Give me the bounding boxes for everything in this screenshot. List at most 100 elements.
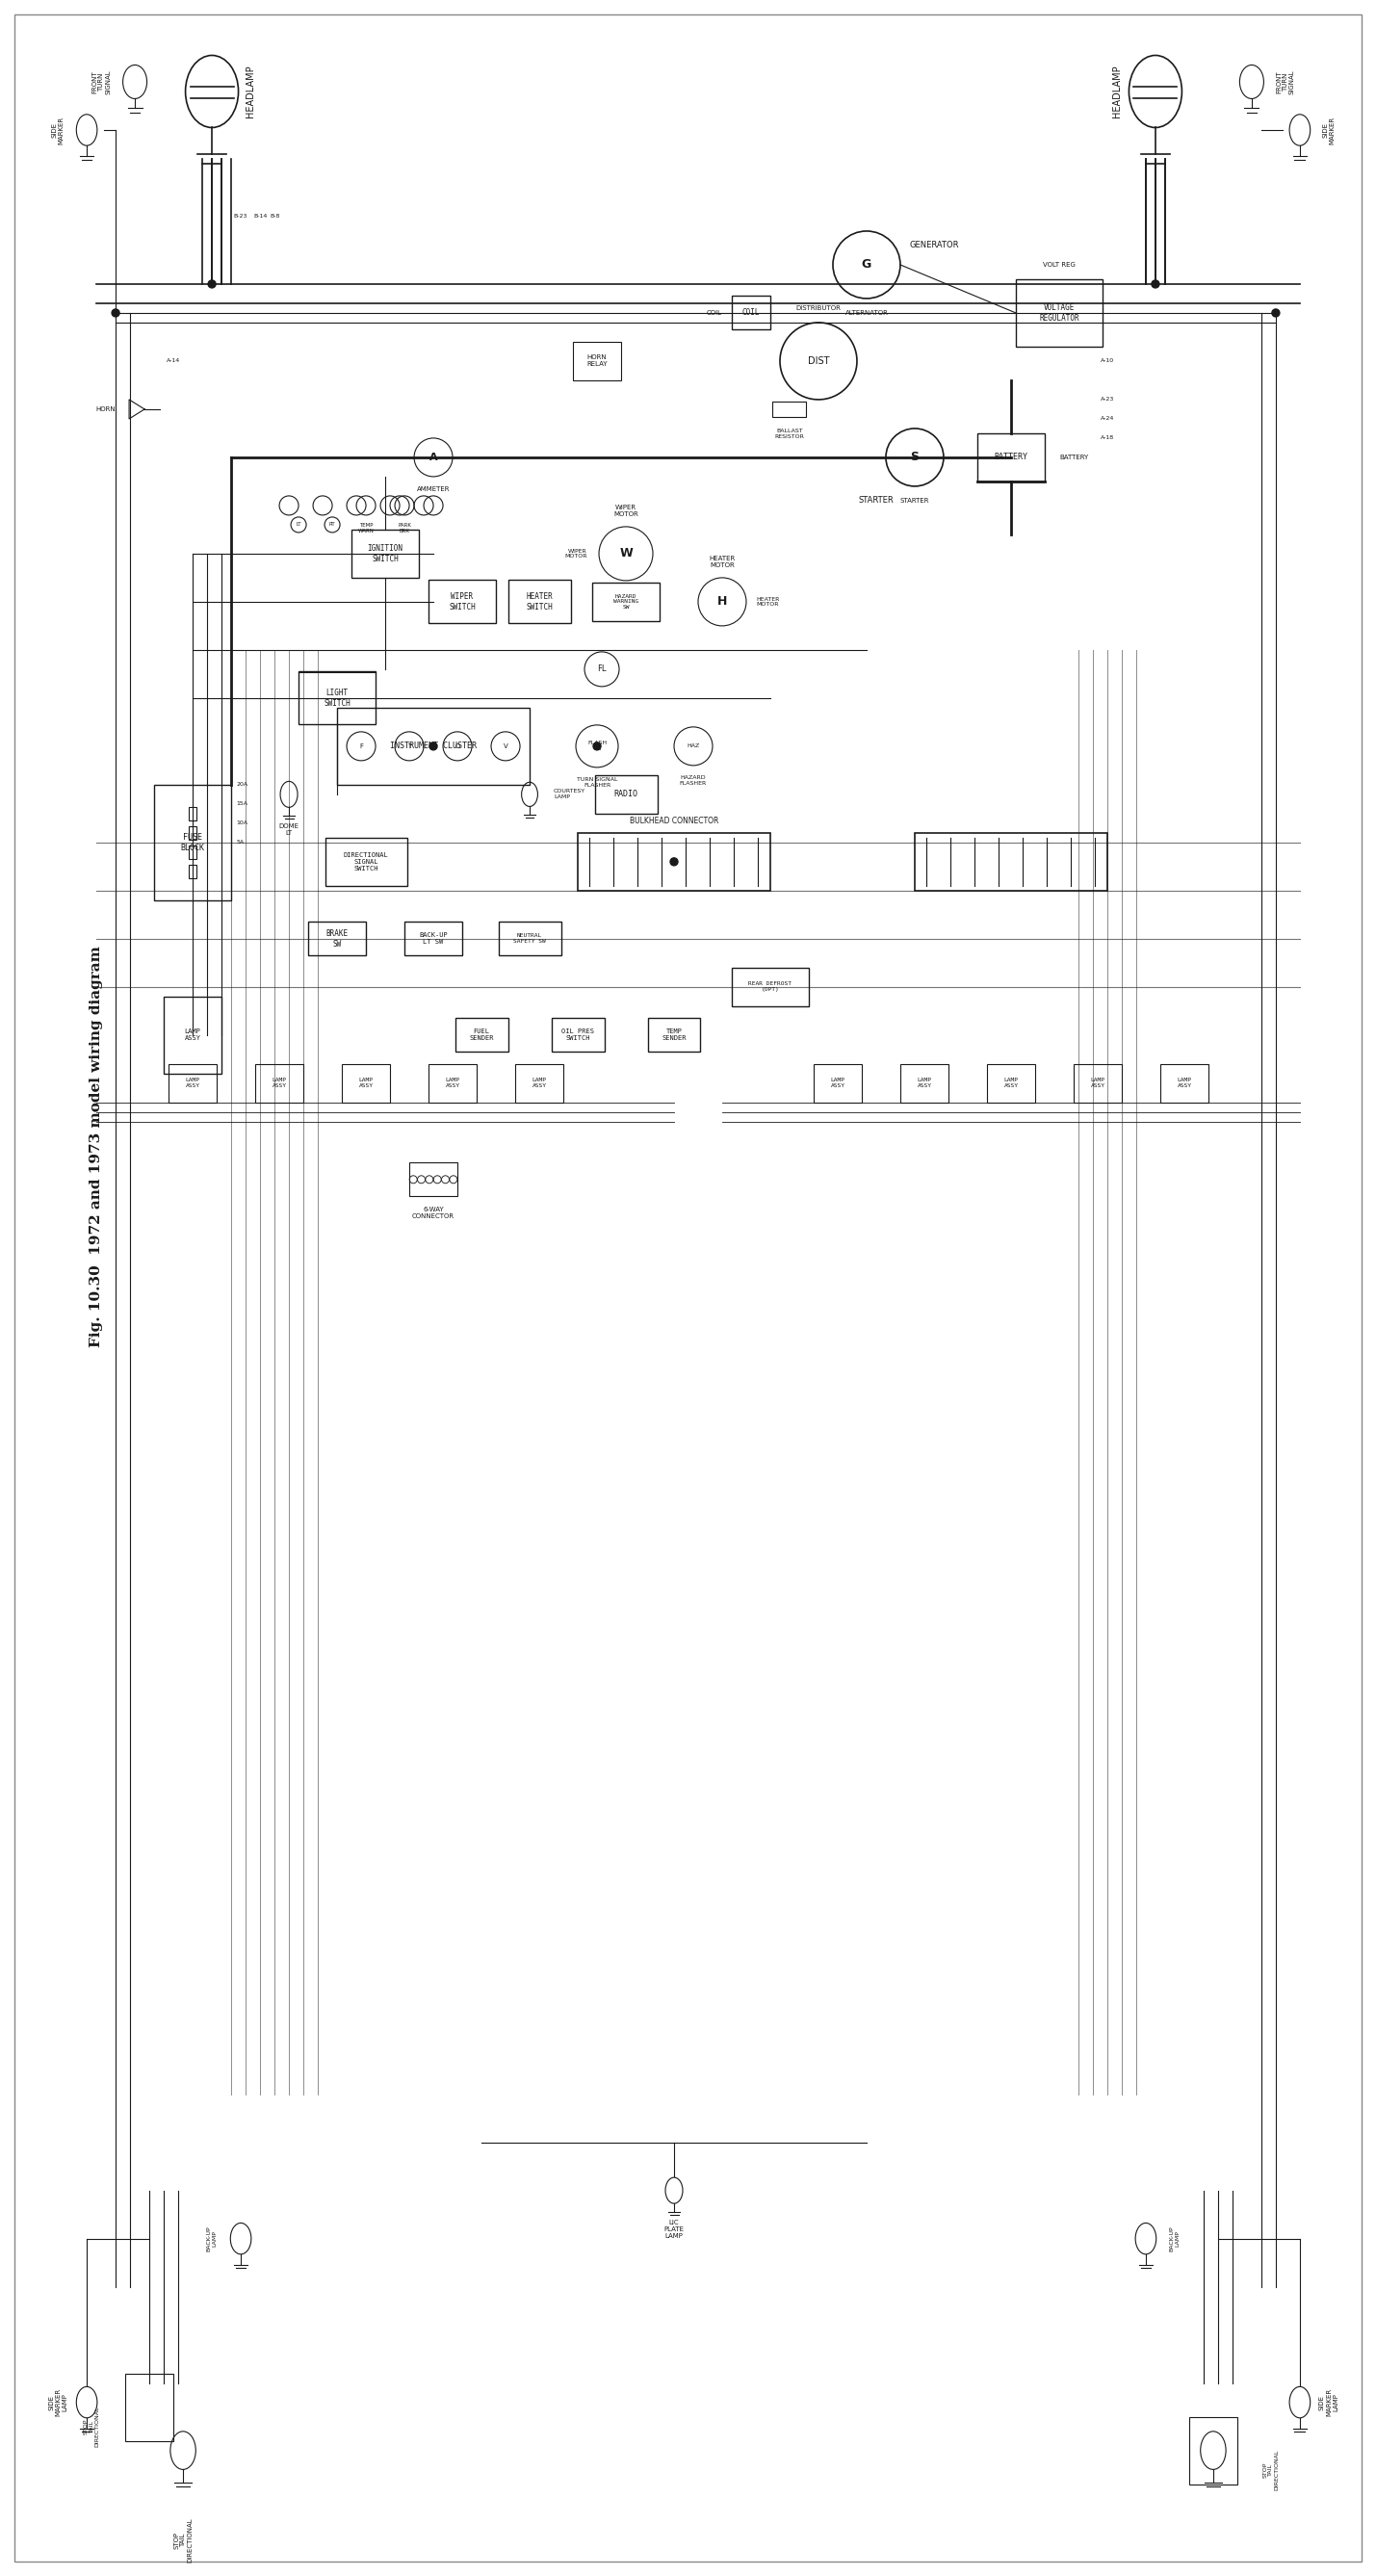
Bar: [915, 832, 1108, 891]
Bar: [977, 433, 1044, 482]
Bar: [169, 1064, 217, 1103]
Text: HEADLAMP: HEADLAMP: [1112, 64, 1121, 118]
Text: A-23: A-23: [1101, 397, 1115, 402]
Text: COIL: COIL: [707, 309, 722, 317]
Text: HAZARD
WARNING
SW: HAZARD WARNING SW: [614, 595, 638, 611]
Text: 15A: 15A: [237, 801, 248, 806]
Text: FRONT
TURN
SIGNAL: FRONT TURN SIGNAL: [92, 70, 111, 95]
Text: BALLAST
RESISTOR: BALLAST RESISTOR: [775, 428, 805, 438]
Bar: [428, 1064, 476, 1103]
Text: A-24: A-24: [1101, 417, 1115, 422]
Text: INSTRUMENT CLUSTER: INSTRUMENT CLUSTER: [389, 742, 476, 750]
Text: PARK
BRK: PARK BRK: [398, 523, 411, 533]
Text: HAZ: HAZ: [687, 744, 699, 750]
Bar: [325, 837, 407, 886]
Text: ALTERNATOR: ALTERNATOR: [845, 309, 888, 317]
Circle shape: [111, 309, 120, 317]
Text: WIPER
MOTOR: WIPER MOTOR: [614, 505, 638, 518]
Circle shape: [593, 742, 601, 750]
Text: HORN: HORN: [96, 407, 116, 412]
Text: FUEL
SENDER: FUEL SENDER: [469, 1028, 494, 1041]
Bar: [508, 580, 571, 623]
Bar: [572, 343, 621, 381]
Text: REAR DEFROST
(OPT): REAR DEFROST (OPT): [749, 981, 793, 992]
Text: B-14: B-14: [253, 214, 267, 219]
Text: FRONT
TURN
SIGNAL: FRONT TURN SIGNAL: [1276, 70, 1295, 95]
Text: RT: RT: [329, 523, 336, 528]
Text: OIL PRES
SWITCH: OIL PRES SWITCH: [561, 1028, 594, 1041]
Text: 20A: 20A: [237, 783, 248, 788]
Text: DIST: DIST: [808, 355, 830, 366]
Text: STOP
TAIL
DIRECTIONAL: STOP TAIL DIRECTIONAL: [1263, 2450, 1278, 2491]
Circle shape: [1271, 309, 1280, 317]
Bar: [455, 1018, 508, 1051]
Text: BACK-UP
LAMP: BACK-UP LAMP: [206, 2226, 217, 2251]
Text: NEUTRAL
SAFETY SW: NEUTRAL SAFETY SW: [513, 933, 546, 943]
Bar: [428, 580, 495, 623]
Bar: [594, 775, 658, 814]
Text: SIDE
MARKER
LAMP: SIDE MARKER LAMP: [1320, 2388, 1339, 2416]
Text: LAMP
ASSY: LAMP ASSY: [184, 1028, 201, 1041]
Bar: [189, 845, 197, 858]
Text: VOLTAGE
REGULATOR: VOLTAGE REGULATOR: [1039, 304, 1079, 322]
Text: WIPER
MOTOR: WIPER MOTOR: [564, 549, 588, 559]
Text: A: A: [429, 453, 438, 461]
Text: FL: FL: [597, 665, 607, 672]
Text: DOME
LT: DOME LT: [279, 824, 299, 835]
Text: O: O: [455, 744, 460, 750]
Text: LAMP
ASSY: LAMP ASSY: [1090, 1077, 1105, 1090]
Text: COURTESY
LAMP: COURTESY LAMP: [553, 788, 586, 799]
Bar: [1160, 1064, 1208, 1103]
Text: SIDE
MARKER: SIDE MARKER: [52, 116, 65, 144]
Bar: [987, 1064, 1035, 1103]
Circle shape: [429, 742, 438, 750]
Text: HEATER
MOTOR: HEATER MOTOR: [709, 556, 735, 569]
Bar: [337, 708, 530, 786]
Text: DISTRIBUTOR: DISTRIBUTOR: [795, 304, 841, 312]
Circle shape: [208, 281, 216, 289]
Text: AMMETER: AMMETER: [417, 487, 450, 492]
Text: LAMP
ASSY: LAMP ASSY: [918, 1077, 932, 1090]
Text: HEATER
MOTOR: HEATER MOTOR: [755, 598, 779, 608]
Bar: [498, 922, 561, 956]
Text: LAMP
ASSY: LAMP ASSY: [1003, 1077, 1018, 1090]
Text: LT: LT: [296, 523, 301, 528]
Text: RADIO: RADIO: [614, 791, 638, 799]
Bar: [648, 1018, 700, 1051]
Text: BATTERY: BATTERY: [1060, 453, 1088, 461]
Bar: [900, 1064, 948, 1103]
Text: STOP
TAIL
DIRECTIONAL: STOP TAIL DIRECTIONAL: [173, 2517, 193, 2563]
Text: GENERATOR: GENERATOR: [910, 242, 959, 250]
Text: STOP
TAIL
DIRECTIONAL: STOP TAIL DIRECTIONAL: [84, 2406, 99, 2447]
Text: LAMP
ASSY: LAMP ASSY: [272, 1077, 286, 1090]
Text: A-18: A-18: [1101, 435, 1115, 440]
Text: B-8: B-8: [270, 214, 279, 219]
Bar: [299, 672, 376, 724]
Text: G: G: [861, 258, 871, 270]
Bar: [351, 531, 418, 577]
Text: LAMP
ASSY: LAMP ASSY: [186, 1077, 200, 1090]
Bar: [732, 969, 809, 1007]
Text: TURN SIGNAL
FLASHER: TURN SIGNAL FLASHER: [577, 778, 618, 788]
Bar: [1015, 278, 1102, 348]
Bar: [578, 832, 771, 891]
Bar: [189, 806, 197, 819]
Bar: [773, 402, 806, 417]
Circle shape: [670, 858, 678, 866]
Text: SIDE
MARKER
LAMP: SIDE MARKER LAMP: [48, 2388, 67, 2416]
Circle shape: [1152, 281, 1159, 289]
Bar: [341, 1064, 389, 1103]
Bar: [592, 582, 659, 621]
Bar: [125, 2372, 173, 2442]
Text: 5A: 5A: [237, 840, 244, 845]
Text: 10A: 10A: [237, 822, 248, 827]
Bar: [405, 922, 462, 956]
Text: A-14: A-14: [166, 358, 180, 363]
Text: A-10: A-10: [1101, 358, 1115, 363]
Text: F: F: [359, 744, 363, 750]
Text: TEMP
SENDER: TEMP SENDER: [662, 1028, 687, 1041]
Text: LAMP
ASSY: LAMP ASSY: [1176, 1077, 1192, 1090]
Text: IGNITION
SWITCH: IGNITION SWITCH: [367, 544, 403, 564]
Text: TEMP
WARN: TEMP WARN: [358, 523, 374, 533]
Text: Fig. 10.30  1972 and 1973 model wiring diagram: Fig. 10.30 1972 and 1973 model wiring di…: [89, 945, 103, 1347]
